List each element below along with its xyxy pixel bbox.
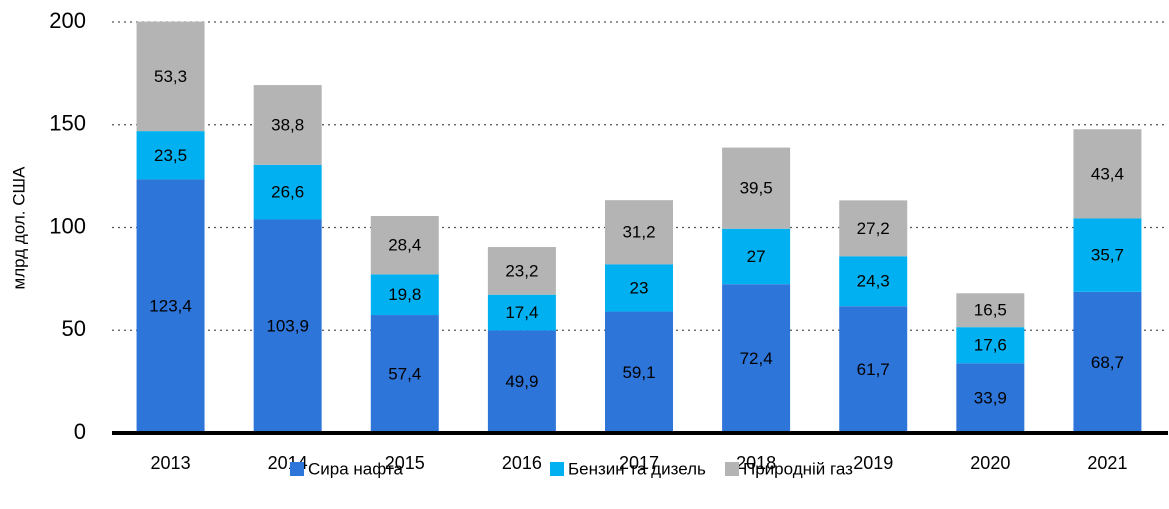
data-label: 43,4 — [1091, 164, 1124, 183]
x-tick-label: 2013 — [151, 453, 191, 473]
legend-label: Природній газ — [743, 459, 853, 478]
data-label: 17,4 — [505, 303, 538, 322]
data-label: 31,2 — [622, 223, 655, 242]
bar-segment — [956, 363, 1025, 433]
bar-segment — [605, 264, 673, 312]
data-label: 103,9 — [266, 317, 309, 336]
bar-segment — [956, 327, 1025, 364]
bar-segment — [1073, 129, 1142, 219]
y-tick-label: 50 — [62, 316, 86, 341]
data-label: 27 — [747, 247, 766, 266]
data-label: 53,3 — [154, 67, 187, 86]
bar-segment — [605, 200, 673, 265]
x-tick-label: 2019 — [853, 453, 893, 473]
bar-segment — [136, 21, 205, 132]
bar-segment — [136, 131, 205, 180]
data-label: 24,3 — [857, 272, 890, 291]
bar-segment — [722, 228, 791, 285]
legend-swatch — [725, 462, 739, 476]
data-label: 28,4 — [388, 236, 421, 255]
bar-segment — [370, 274, 439, 316]
data-label: 23,2 — [505, 261, 538, 280]
bar-segment — [722, 147, 791, 229]
data-label: 16,5 — [974, 301, 1007, 320]
data-label: 72,4 — [740, 349, 773, 368]
x-tick-label: 2021 — [1087, 453, 1127, 473]
legend-label: Бензин та дизель — [568, 459, 706, 478]
bar-segment — [1073, 218, 1142, 292]
x-tick-label: 2016 — [502, 453, 542, 473]
legend-label: Сира нафта — [308, 459, 403, 478]
data-label: 17,6 — [974, 336, 1007, 355]
data-label: 49,9 — [505, 372, 538, 391]
data-label: 23,5 — [154, 146, 187, 165]
data-label: 59,1 — [622, 363, 655, 382]
y-tick-label: 100 — [49, 213, 86, 238]
bar-segment — [605, 311, 673, 433]
bar-segment — [956, 293, 1025, 328]
bar-segment — [370, 215, 439, 275]
y-tick-label: 150 — [49, 111, 86, 136]
bar-segment — [839, 200, 908, 257]
data-label: 27,2 — [857, 219, 890, 238]
x-tick-label: 2015 — [385, 453, 425, 473]
bar-segment — [253, 164, 322, 220]
legend-swatch — [550, 462, 564, 476]
data-label: 123,4 — [149, 297, 192, 316]
data-label: 57,4 — [388, 365, 421, 384]
data-label: 33,9 — [974, 389, 1007, 408]
bar-segment — [370, 315, 439, 433]
x-tick-label: 2017 — [619, 453, 659, 473]
bar-segment — [1073, 291, 1142, 433]
bar-segment — [487, 294, 556, 331]
bar-segment — [487, 330, 556, 433]
x-tick-label: 2020 — [970, 453, 1010, 473]
data-label: 68,7 — [1091, 353, 1124, 372]
x-tick-label: 2018 — [736, 453, 776, 473]
y-tick-label: 200 — [49, 8, 86, 33]
bar-segment — [487, 247, 556, 295]
data-label: 35,7 — [1091, 246, 1124, 265]
data-label: 23 — [630, 278, 649, 297]
bar-segment — [253, 219, 322, 433]
bar-segment — [722, 284, 791, 433]
bar-segment — [839, 306, 908, 433]
legend-swatch — [290, 462, 304, 476]
y-axis-label: млрд дол. США — [9, 166, 28, 290]
bar-segment — [839, 256, 908, 307]
data-label: 61,7 — [857, 360, 890, 379]
data-label: 19,8 — [388, 285, 421, 304]
data-label: 38,8 — [271, 115, 304, 134]
data-label: 26,6 — [271, 183, 304, 202]
y-tick-label: 0 — [74, 419, 86, 444]
bar-segment — [136, 179, 205, 433]
bar-segment — [253, 85, 322, 165]
data-label: 39,5 — [740, 179, 773, 198]
